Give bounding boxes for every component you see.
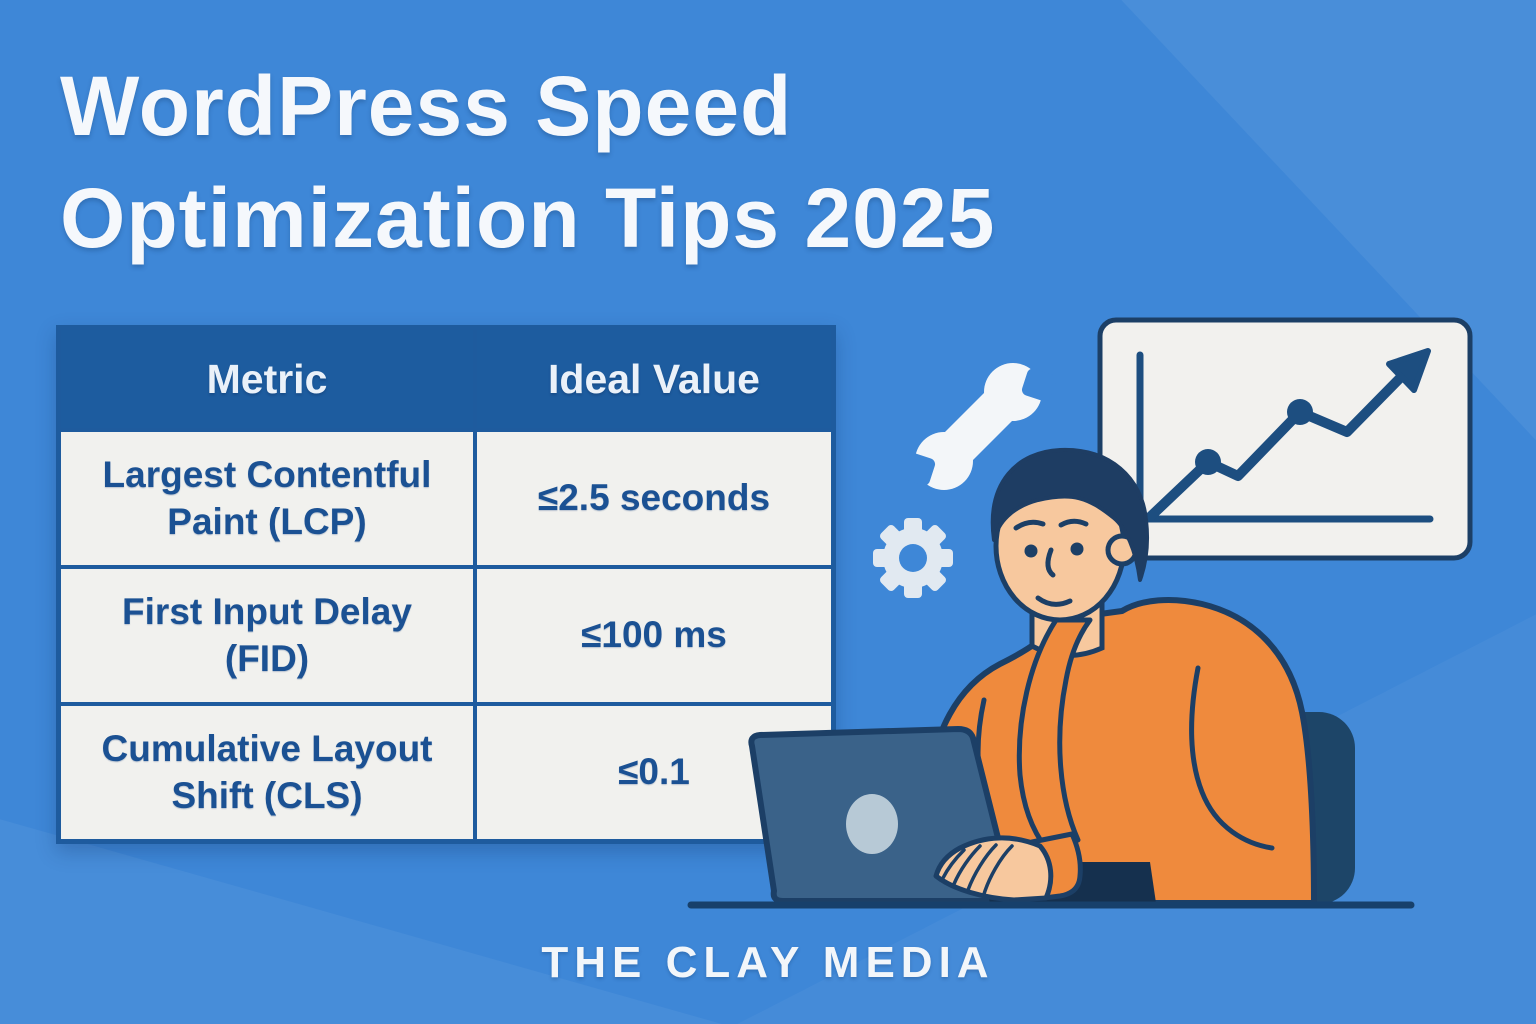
metric-cell-lcp: Largest Contentful Paint (LCP) — [61, 432, 473, 565]
face — [993, 469, 1127, 623]
ideal-value-cell-fid: ≤100 ms — [477, 569, 831, 702]
metric-cell-fid: First Input Delay (FID) — [61, 569, 473, 702]
metrics-table: Metric Ideal Value Largest Contentful Pa… — [56, 325, 836, 844]
growth-chart-icon — [1097, 317, 1473, 561]
sleeve — [1016, 617, 1093, 851]
office-chair — [1015, 712, 1355, 904]
hand — [933, 835, 1054, 903]
ear — [1105, 533, 1139, 567]
title-line-1: WordPress Speed — [60, 59, 793, 153]
cuff — [1029, 831, 1083, 901]
sweater-torso — [925, 596, 1317, 906]
facial-features — [1013, 518, 1089, 607]
brand-name: THE CLAY MEDIA — [541, 938, 995, 987]
page-title: WordPress Speed Optimization Tips 2025 — [60, 50, 995, 274]
neck — [1029, 593, 1105, 659]
ideal-value-cell-cls: ≤0.1 — [477, 706, 831, 839]
metric-cell-cls: Cumulative Layout Shift (CLS) — [61, 706, 473, 839]
wrench-icon — [900, 363, 1057, 490]
person-at-laptop — [748, 447, 1355, 906]
hair — [990, 447, 1150, 582]
column-header-metric: Metric — [61, 330, 473, 428]
laptop-keyboard-deck — [980, 862, 1156, 903]
ideal-value-cell-lcp: ≤2.5 seconds — [477, 432, 831, 565]
title-line-2: Optimization Tips 2025 — [60, 171, 996, 265]
laptop-logo-dot — [846, 794, 898, 854]
gear-icon — [873, 518, 953, 598]
column-header-ideal-value: Ideal Value — [477, 330, 831, 428]
